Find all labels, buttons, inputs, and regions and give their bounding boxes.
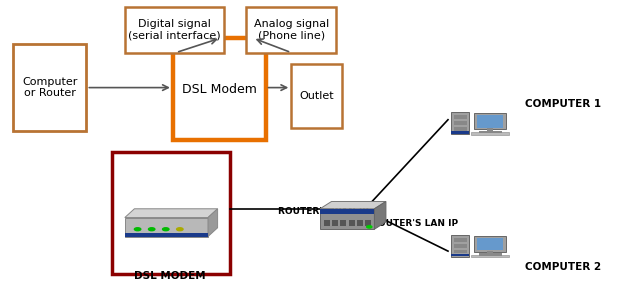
Text: ROUTER'S LAN IP: ROUTER'S LAN IP [371,219,458,228]
FancyBboxPatch shape [246,7,336,53]
FancyBboxPatch shape [125,7,224,53]
Polygon shape [125,209,218,218]
FancyBboxPatch shape [291,64,342,128]
Polygon shape [125,233,208,237]
Circle shape [134,228,141,231]
Bar [487,251,493,254]
Bar [454,238,467,242]
Bar [451,112,469,134]
Bar [340,220,346,226]
Circle shape [148,228,155,231]
Bar [479,253,502,256]
Bar [471,255,509,257]
Bar [474,236,506,252]
Polygon shape [208,209,218,237]
Polygon shape [125,218,208,237]
FancyBboxPatch shape [112,152,230,274]
Bar [324,220,330,226]
Bar [477,238,503,250]
Bar [451,131,469,134]
Bar [357,220,363,226]
Bar [454,250,467,253]
Text: COMPUTER 2: COMPUTER 2 [525,262,601,272]
Bar [477,115,503,128]
Circle shape [177,228,183,231]
Bar [471,132,509,135]
Bar [451,235,469,257]
Text: Computer
or Router: Computer or Router [22,77,77,98]
Polygon shape [320,209,374,214]
Bar [454,121,467,125]
Bar [454,115,467,119]
Polygon shape [374,201,386,229]
Text: DSL Modem: DSL Modem [182,83,257,95]
Text: Outlet: Outlet [300,91,334,101]
FancyBboxPatch shape [13,44,86,131]
Bar [454,127,467,131]
Polygon shape [320,209,374,229]
FancyBboxPatch shape [173,38,266,140]
Bar [487,128,493,131]
Text: ROUTER'S WAN IP: ROUTER'S WAN IP [278,207,369,216]
Circle shape [163,228,169,231]
Bar [349,220,355,226]
Text: DSL MODEM: DSL MODEM [134,271,205,281]
Text: COMPUTER 1: COMPUTER 1 [525,99,601,109]
Bar [474,113,506,129]
Bar [451,254,469,256]
Text: Analog signal
(Phone line): Analog signal (Phone line) [253,19,329,41]
Bar [479,131,502,133]
Bar [365,220,371,226]
Polygon shape [320,201,386,209]
Bar [332,220,338,226]
Circle shape [367,226,372,228]
Text: Digital signal
(serial interface): Digital signal (serial interface) [128,19,221,41]
Bar [454,244,467,248]
